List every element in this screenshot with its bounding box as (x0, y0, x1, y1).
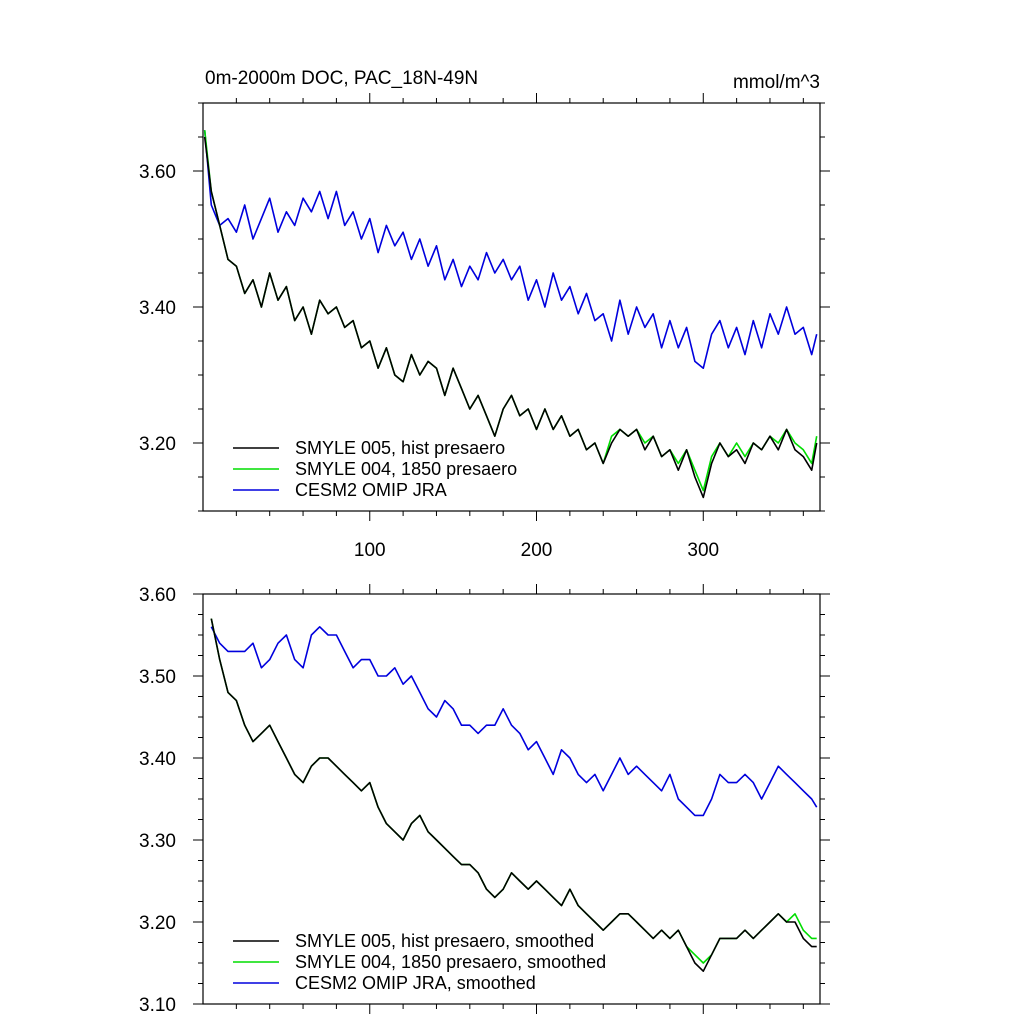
bottom-series-group (210, 618, 818, 973)
top-x-tick-labels: 100 200 300 (354, 540, 719, 561)
y-tick-label: 3.20 (139, 434, 176, 455)
y-tick-label: 3.50 (139, 667, 176, 688)
top-chart-panel: 0m-2000m DOC, PAC_18N-49N mmol/m^3 3.203… (139, 68, 830, 561)
y-tick-label: 3.40 (139, 749, 176, 770)
series-line-smyle-005-hist-presaero (203, 136, 818, 499)
series-line-smyle-004-1850-presaero (203, 130, 818, 492)
series-line-cesm2-omip-jra (203, 130, 818, 370)
bottom-legend: SMYLE 005, hist presaero, smoothedSMYLE … (233, 931, 606, 993)
legend-label: CESM2 OMIP JRA, smoothed (295, 973, 536, 993)
y-tick-label: 3.20 (139, 913, 176, 934)
legend-label: SMYLE 004, 1850 presaero, smoothed (295, 952, 606, 972)
y-tick-label: 3.40 (139, 298, 176, 319)
chart-title: 0m-2000m DOC, PAC_18N-49N (205, 68, 478, 89)
x-tick-label: 100 (354, 540, 386, 561)
y-tick-label: 3.60 (139, 162, 176, 183)
y-tick-label: 3.10 (139, 995, 176, 1016)
top-axis-ticks (193, 93, 830, 521)
top-series-group (203, 130, 818, 499)
bottom-axis-ticks (193, 584, 830, 1014)
legend-label: SMYLE 005, hist presaero (295, 438, 505, 458)
legend-label: SMYLE 004, 1850 presaero (295, 459, 517, 479)
x-tick-label: 300 (687, 540, 719, 561)
bottom-plot-frame (202, 593, 821, 1005)
top-y-tick-labels: 3.20 3.40 3.60 (139, 162, 176, 455)
y-tick-label: 3.60 (139, 585, 176, 606)
legend-label: CESM2 OMIP JRA (295, 480, 447, 500)
x-tick-label: 200 (521, 540, 553, 561)
series-line-smyle-004-1850-presaero-smoothed (210, 618, 817, 964)
series-line-cesm2-omip-jra-smoothed (210, 625, 818, 817)
y-tick-label: 3.30 (139, 831, 176, 852)
legend-label: SMYLE 005, hist presaero, smoothed (295, 931, 594, 951)
series-line-smyle-005-hist-presaero-smoothed (210, 618, 817, 973)
bottom-chart-panel: 3.10 3.20 3.30 3.40 3.50 3.60 SMYLE 005, hist… (139, 584, 830, 1016)
bottom-y-tick-labels: 3.10 3.20 3.30 3.40 3.50 3.60 (139, 585, 176, 1016)
chart-units-label: mmol/m^3 (733, 72, 820, 93)
top-plot-frame (202, 102, 821, 512)
